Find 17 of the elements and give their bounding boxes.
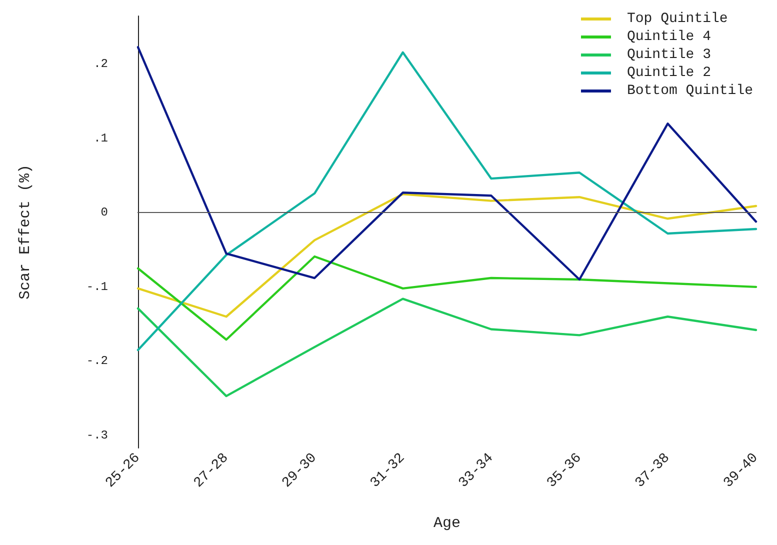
line-series: [136, 298, 758, 398]
line-series: [136, 255, 758, 341]
line-series: [136, 193, 758, 318]
y-tick-label: -.1: [86, 280, 108, 294]
y-tick-label: .2: [94, 57, 108, 72]
y-tick-label: 0: [100, 206, 108, 220]
legend-label: Bottom Quintile: [626, 83, 754, 99]
y-tick-label: -.2: [86, 354, 108, 368]
y-axis-title: Scar Effect (%): [17, 164, 34, 300]
y-tick-label: -.3: [86, 428, 108, 442]
legend-label: Quintile 4: [626, 29, 711, 45]
legend-label: Top Quintile: [626, 11, 728, 27]
y-tick-label: .1: [94, 131, 108, 146]
x-axis-title: Age: [433, 515, 461, 532]
legend-label: Quintile 2: [626, 65, 711, 81]
line-series: [136, 46, 758, 281]
legend-label: Quintile 3: [626, 47, 711, 63]
